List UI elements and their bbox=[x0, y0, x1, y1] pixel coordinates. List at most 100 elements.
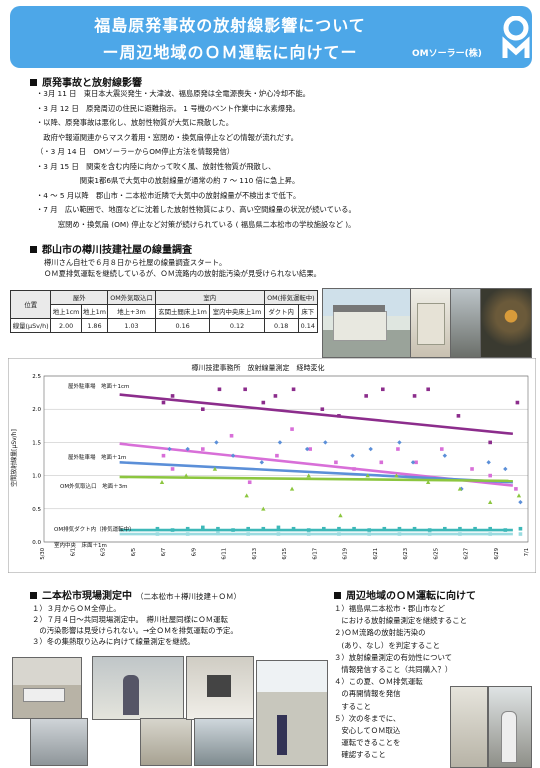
table-cell: 室内中央床上1m bbox=[209, 304, 265, 319]
data-point bbox=[291, 526, 296, 531]
data-point bbox=[201, 447, 205, 451]
data-point bbox=[337, 526, 341, 531]
roof-shape bbox=[333, 305, 385, 312]
x-tick-label: 6/15 bbox=[282, 548, 288, 560]
data-point bbox=[216, 531, 220, 536]
series-label-intake: OM外気取込口 地面＋3m bbox=[60, 482, 127, 490]
section1-line: ・3月 11 日 東日本大震災発生・大津波、福島原発は全電源喪失・炉心冷却不能。 bbox=[36, 89, 310, 98]
x-tick-label: 6/7 bbox=[161, 548, 167, 556]
table-cell: 玄関土間床上1m bbox=[154, 304, 211, 319]
table-cell: 床下 bbox=[297, 304, 319, 319]
data-point bbox=[201, 525, 205, 530]
data-point bbox=[487, 499, 493, 504]
data-point bbox=[275, 453, 279, 458]
bullet-square-icon bbox=[334, 592, 341, 599]
x-tick-label: 6/3 bbox=[101, 548, 107, 556]
data-point bbox=[276, 525, 281, 530]
data-point bbox=[304, 446, 310, 452]
data-point bbox=[488, 473, 492, 478]
table-cell: 位置 bbox=[9, 290, 52, 319]
data-point bbox=[382, 526, 387, 531]
data-point bbox=[488, 532, 492, 536]
section1-line: ・3 月 15 日 関東を含む内陸に向かって吹く風、放射性物質が飛散し、 bbox=[36, 161, 276, 171]
section4-line: 確認すること bbox=[334, 750, 386, 760]
data-point bbox=[443, 526, 447, 531]
section1-line: 政府や報道関連からマスク着用・窓閉め・換気扇停止などの情報が流れだす。 bbox=[36, 132, 298, 142]
data-point bbox=[212, 466, 218, 471]
data-point bbox=[488, 526, 492, 531]
data-point bbox=[427, 528, 432, 532]
data-point bbox=[515, 400, 520, 405]
series-label-outdoor-1m: 屋外駐車場 地面＋1m bbox=[68, 453, 126, 461]
data-point bbox=[277, 440, 283, 445]
data-point bbox=[439, 447, 444, 451]
y-tick-label: 2.0 bbox=[32, 407, 41, 413]
data-point bbox=[230, 453, 236, 458]
section1-line: ・3 月 12 日 原発周辺の住民に避難指示。 1 号機のベント作業中に水素爆発… bbox=[36, 103, 300, 113]
page-header: 福島原発事故の放射線影響について ー周辺地域のＯＭ運転に向けてー OMソーラー(… bbox=[10, 6, 532, 68]
data-point bbox=[231, 528, 235, 532]
section3-heading-text: 二本松市現場測定中 bbox=[42, 591, 132, 602]
data-point bbox=[323, 440, 328, 445]
y-tick-label: 0.0 bbox=[32, 540, 41, 546]
data-point bbox=[185, 526, 190, 531]
x-tick-label: 6/9 bbox=[191, 548, 197, 556]
data-point bbox=[155, 526, 160, 531]
data-point bbox=[183, 473, 189, 478]
data-point bbox=[167, 446, 172, 452]
table-cell: 地上1m bbox=[80, 304, 109, 319]
trend-line bbox=[119, 461, 513, 484]
table-cell: ダクト内 bbox=[263, 304, 299, 319]
outdoor-unit-photo bbox=[450, 288, 482, 358]
data-point bbox=[410, 460, 416, 465]
section4-line: ２)ＯＭ流路の放射能汚染の bbox=[334, 628, 426, 638]
table-cell: OM(排気運転中) bbox=[263, 290, 319, 305]
om-logo bbox=[502, 16, 530, 58]
data-point bbox=[350, 453, 355, 458]
section3-line: ３）冬の集熱取り込みに向けて線量測定を継続。 bbox=[32, 637, 195, 646]
data-point bbox=[161, 400, 166, 405]
table-cell: 2.00 bbox=[50, 318, 82, 333]
section1-line: ・以降、原発事故は悪化し、放射性物質が大気に飛散した。 bbox=[36, 118, 234, 127]
data-point bbox=[334, 460, 338, 465]
table-cell: 0.18 bbox=[263, 318, 299, 333]
series-label-outdoor-1cm: 屋外駐車場 地面＋1cm bbox=[68, 382, 129, 390]
table-cell: OM外気取込口 bbox=[107, 290, 156, 305]
x-tick-label: 6/27 bbox=[464, 548, 470, 560]
section1-line: 関東1都6県で大気中の放射線量が通常の約 7 ～ 110 倍に急上昇。 bbox=[36, 176, 300, 185]
person-shape bbox=[277, 715, 287, 755]
building-shape bbox=[333, 311, 387, 341]
x-tick-label: 6/25 bbox=[433, 548, 439, 560]
data-point bbox=[456, 414, 461, 418]
chart-title: 樽川技建事務所 放射線量測定 経時変化 bbox=[192, 363, 325, 372]
x-tick-label: 6/29 bbox=[494, 548, 500, 560]
data-point bbox=[457, 486, 463, 491]
data-point bbox=[397, 532, 402, 536]
section4-line: における放射線量測定を継続すること bbox=[334, 616, 468, 626]
data-point bbox=[244, 493, 249, 498]
data-point bbox=[259, 460, 264, 465]
data-point bbox=[308, 447, 312, 451]
section1-heading: 原発事故と放射線影響 bbox=[30, 74, 142, 89]
section1-line: （・3 月 14 日 OMソーラーからOM停止方法を情報発信） bbox=[36, 147, 235, 156]
person-shape bbox=[501, 711, 517, 763]
data-point bbox=[412, 526, 417, 531]
data-point bbox=[503, 466, 508, 472]
section1-heading-text: 原発事故と放射線影響 bbox=[42, 78, 142, 89]
data-point bbox=[337, 532, 341, 536]
data-point bbox=[306, 473, 311, 478]
x-tick-label: 6/17 bbox=[312, 548, 318, 560]
data-point bbox=[518, 526, 523, 531]
data-point bbox=[426, 387, 430, 392]
page-subtitle: ー周辺地域のＯＭ運転に向けてー bbox=[102, 43, 358, 62]
section3-line: の汚染影響は見受けられない。→全ＯＭを排気運転の予定。 bbox=[32, 626, 238, 635]
data-point bbox=[289, 486, 295, 491]
section4-line: ４）この夏、ＯＭ排気運転 bbox=[334, 677, 423, 687]
site-workers-photo bbox=[92, 656, 184, 720]
section4-line: の再開情報を発信 bbox=[334, 689, 401, 699]
data-point bbox=[185, 532, 190, 536]
data-point bbox=[364, 394, 368, 398]
data-point bbox=[214, 440, 219, 445]
table-cell: 室内 bbox=[154, 290, 265, 305]
section3-line: １）３月からＯＭ全停止。 bbox=[32, 604, 121, 613]
